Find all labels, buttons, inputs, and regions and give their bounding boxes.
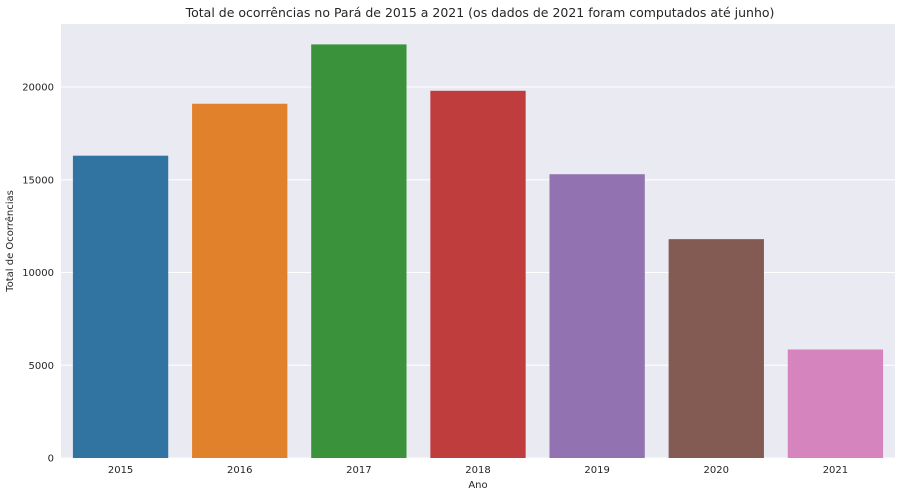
x-tick-label: 2019 bbox=[584, 465, 609, 476]
bar-2021 bbox=[787, 349, 884, 458]
x-axis-label: Ano bbox=[468, 480, 487, 491]
bar-2016 bbox=[192, 103, 288, 458]
bar-2018 bbox=[430, 90, 526, 459]
y-axis-label: Total de Ocorrências bbox=[4, 190, 16, 293]
x-tick-label: 2018 bbox=[465, 465, 490, 476]
bar-2015 bbox=[72, 155, 169, 458]
bar-2019 bbox=[549, 174, 645, 458]
chart-title: Total de ocorrências no Pará de 2015 a 2… bbox=[185, 5, 775, 20]
bars bbox=[72, 44, 884, 459]
y-tick-label: 15000 bbox=[22, 175, 54, 186]
bar-2020 bbox=[668, 239, 764, 458]
x-tick-label: 2015 bbox=[108, 465, 133, 476]
y-tick-label: 10000 bbox=[22, 268, 54, 279]
x-axis-ticks: 2015 2016 2017 2018 2019 2020 2021 bbox=[108, 465, 848, 476]
x-tick-label: 2020 bbox=[704, 465, 729, 476]
y-tick-label: 0 bbox=[48, 454, 54, 465]
y-axis-ticks: 0 5000 10000 15000 20000 bbox=[22, 83, 54, 465]
y-tick-label: 20000 bbox=[22, 83, 54, 94]
x-tick-label: 2016 bbox=[227, 465, 252, 476]
y-tick-label: 5000 bbox=[29, 361, 54, 372]
bar-2017 bbox=[311, 44, 407, 459]
x-tick-label: 2017 bbox=[346, 465, 371, 476]
x-tick-label: 2021 bbox=[823, 465, 848, 476]
